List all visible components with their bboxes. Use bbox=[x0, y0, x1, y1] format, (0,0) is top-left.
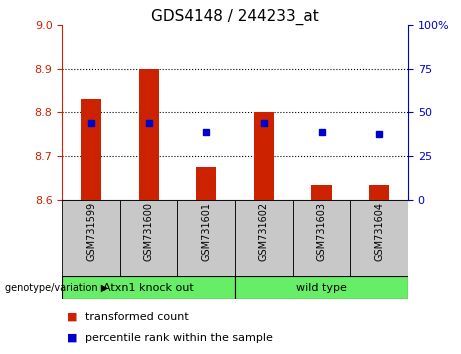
Text: wild type: wild type bbox=[296, 282, 347, 293]
Bar bbox=[196, 167, 216, 200]
Bar bbox=[177, 200, 235, 276]
Bar bbox=[293, 200, 350, 276]
Bar bbox=[369, 185, 389, 200]
Text: transformed count: transformed count bbox=[85, 312, 189, 322]
Bar bbox=[254, 112, 274, 200]
Bar bbox=[62, 200, 120, 276]
Text: ■: ■ bbox=[67, 312, 77, 322]
Bar bbox=[235, 200, 293, 276]
Bar bbox=[235, 276, 408, 299]
Text: genotype/variation ▶: genotype/variation ▶ bbox=[5, 282, 108, 293]
Bar bbox=[120, 200, 177, 276]
Bar bbox=[139, 69, 159, 200]
Title: GDS4148 / 244233_at: GDS4148 / 244233_at bbox=[151, 8, 319, 25]
Text: percentile rank within the sample: percentile rank within the sample bbox=[85, 333, 273, 343]
Bar bbox=[62, 276, 235, 299]
Text: Atxn1 knock out: Atxn1 knock out bbox=[103, 282, 194, 293]
Text: GSM731601: GSM731601 bbox=[201, 202, 211, 261]
Text: GSM731604: GSM731604 bbox=[374, 202, 384, 261]
Text: GSM731599: GSM731599 bbox=[86, 202, 96, 261]
Text: GSM731603: GSM731603 bbox=[317, 202, 326, 261]
Bar bbox=[312, 185, 331, 200]
Text: ■: ■ bbox=[67, 333, 77, 343]
Bar bbox=[350, 200, 408, 276]
Text: GSM731602: GSM731602 bbox=[259, 202, 269, 261]
Bar bbox=[81, 99, 101, 200]
Text: GSM731600: GSM731600 bbox=[144, 202, 154, 261]
